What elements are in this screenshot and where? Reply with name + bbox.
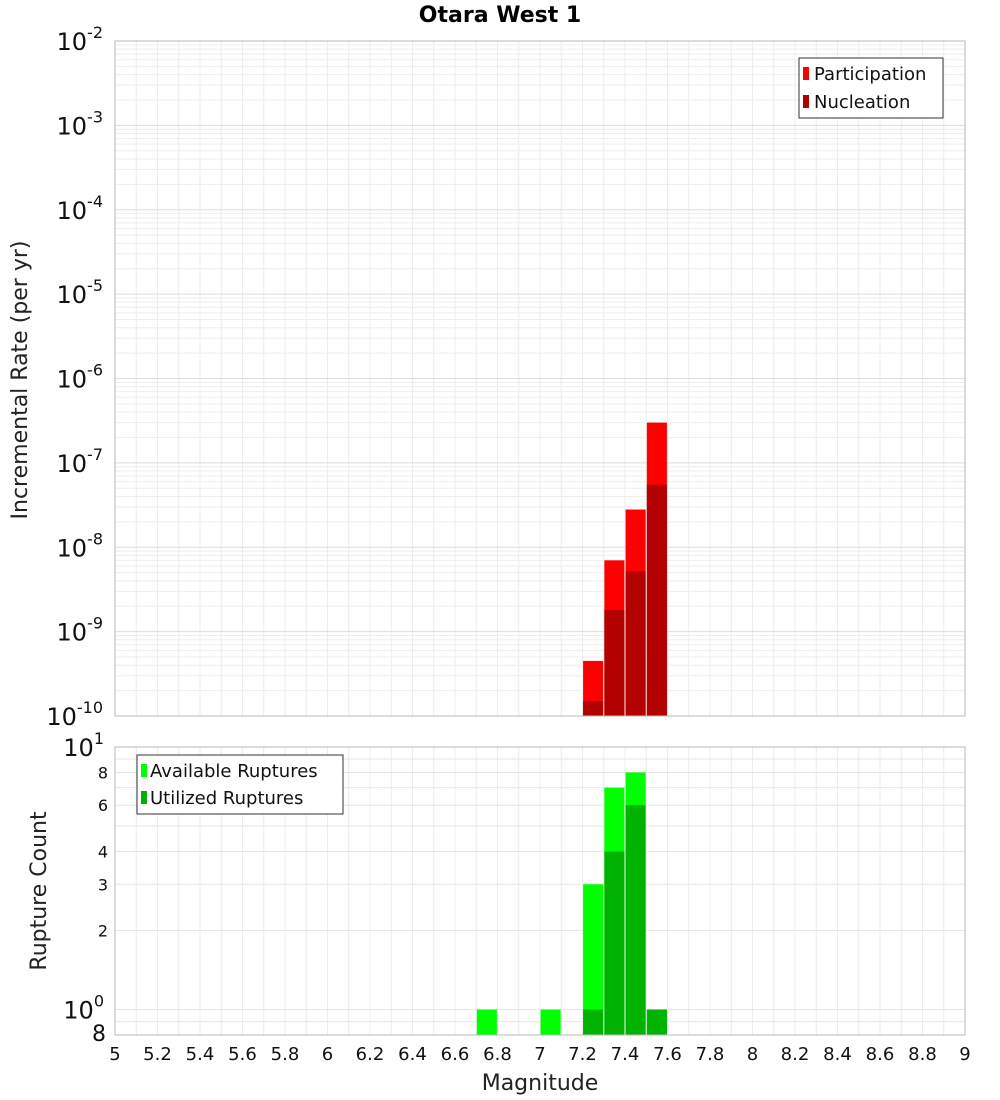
x-tick-label: 7.4 xyxy=(611,1044,640,1065)
y-tick-label: 101 xyxy=(63,729,104,762)
bar-utilized-ruptures xyxy=(625,805,646,1035)
x-tick-label: 9 xyxy=(959,1044,970,1065)
x-tick-label: 5 xyxy=(109,1044,120,1065)
x-tick-label: 6 xyxy=(322,1044,333,1065)
y-tick-label: 10-5 xyxy=(57,276,104,309)
x-tick-label: 8 xyxy=(747,1044,758,1065)
legend-swatch-participation xyxy=(803,67,809,80)
x-tick-label: 8.6 xyxy=(866,1044,895,1065)
y-tick-label-minor: 2 xyxy=(98,922,108,941)
x-tick-label: 5.2 xyxy=(143,1044,172,1065)
y-tick-label: 10-4 xyxy=(57,192,104,225)
y-tick-label: 10-3 xyxy=(57,107,104,140)
y-tick-label: 100 xyxy=(63,992,104,1025)
legend-swatch-available xyxy=(141,764,147,777)
y-tick-label: 10-2 xyxy=(57,23,104,56)
bar-available-ruptures xyxy=(583,884,604,1035)
x-tick-label: 5.8 xyxy=(271,1044,300,1065)
legend-label-participation: Participation xyxy=(814,64,926,85)
y-tick-label-minor: 3 xyxy=(98,875,108,894)
bar-nucleation xyxy=(625,571,646,716)
legend-swatch-utilized xyxy=(141,791,147,804)
x-tick-label: 7.2 xyxy=(568,1044,597,1065)
y-tick-label: 10-7 xyxy=(57,445,104,478)
y-tick-label: 10-9 xyxy=(57,614,104,647)
x-axis: 5 5.2 5.4 5.6 5.8 6 6.2 6.4 6.6 6.8 7 7.2 7.4 7.6 7.8 8… xyxy=(109,1044,970,1065)
bar-utilized-ruptures xyxy=(646,1009,667,1035)
bottom-legend: Available Ruptures Utilized Ruptures xyxy=(136,754,344,815)
bar-nucleation xyxy=(646,484,667,716)
bottom-y-axis-label: Rupture Count xyxy=(27,811,52,971)
y-tick-label-minor: 8 xyxy=(98,763,108,782)
x-tick-label: 7 xyxy=(534,1044,545,1065)
bar-available-ruptures xyxy=(540,1009,561,1035)
legend-label-nucleation: Nucleation xyxy=(814,92,910,113)
x-tick-label: 5.4 xyxy=(186,1044,215,1065)
x-tick-label: 6.4 xyxy=(398,1044,427,1065)
x-tick-label: 8.2 xyxy=(781,1044,810,1065)
x-tick-label: 8.8 xyxy=(908,1044,937,1065)
top-y-axis-label: Incremental Rate (per yr) xyxy=(8,241,33,520)
bar-utilized-ruptures xyxy=(604,851,625,1035)
x-tick-label: 6.8 xyxy=(483,1044,512,1065)
y-tick-label-minor: 6 xyxy=(98,796,108,815)
x-axis-label: Magnitude xyxy=(482,1071,599,1096)
bar-utilized-ruptures xyxy=(583,1009,604,1035)
top-legend: Participation Nucleation xyxy=(798,57,944,119)
y-tick-label-minor: 8 xyxy=(92,1022,106,1047)
x-tick-label: 6.2 xyxy=(356,1044,385,1065)
legend-label-available: Available Ruptures xyxy=(150,761,318,782)
x-tick-label: 5.6 xyxy=(228,1044,257,1065)
x-tick-label: 8.4 xyxy=(823,1044,852,1065)
chart-title: Otara West 1 xyxy=(418,3,582,28)
bar-nucleation xyxy=(583,701,604,716)
legend-swatch-nucleation xyxy=(803,95,809,108)
x-tick-label: 7.6 xyxy=(653,1044,682,1065)
x-tick-label: 6.6 xyxy=(441,1044,470,1065)
top-plot-area: 10-2 10-3 10-4 10-5 10-6 10-7 10-8 10-9 10-10 xyxy=(46,23,966,731)
bottom-plot-border xyxy=(114,746,966,1036)
bar-nucleation xyxy=(604,610,625,716)
y-tick-label: 10-8 xyxy=(57,529,104,562)
y-tick-label: 10-10 xyxy=(46,698,103,731)
y-tick-label-minor: 4 xyxy=(98,842,108,861)
legend-label-utilized: Utilized Ruptures xyxy=(150,788,303,809)
top-plot-border xyxy=(114,40,966,717)
bar-available-ruptures xyxy=(476,1009,497,1035)
y-tick-label: 10-6 xyxy=(57,361,104,394)
x-tick-label: 7.8 xyxy=(696,1044,725,1065)
